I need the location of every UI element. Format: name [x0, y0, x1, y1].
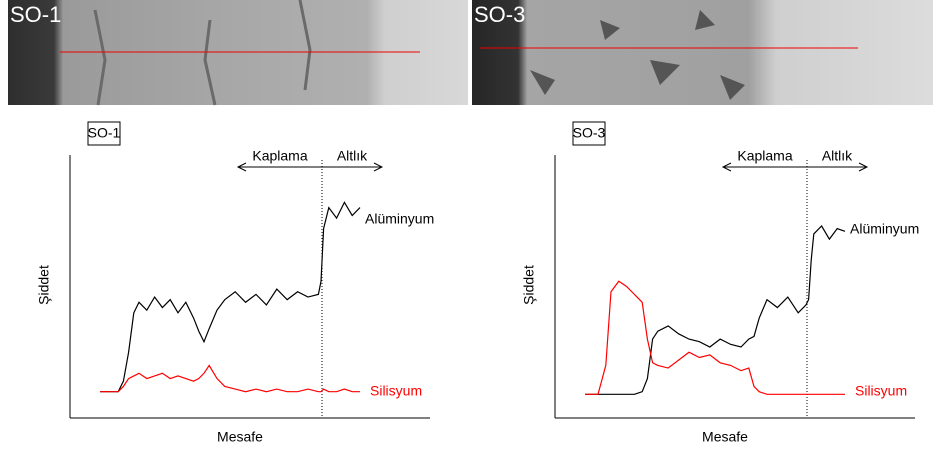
annotation: Altlık [337, 148, 368, 164]
chart-label: SO-1 [88, 125, 121, 141]
annotation: Altlık [822, 148, 853, 164]
annotation: Kaplama [252, 148, 307, 164]
arrow [807, 162, 869, 172]
chart-label: SO-3 [573, 125, 606, 141]
profile-line [585, 280, 845, 395]
series-label: Alüminyum [850, 221, 919, 237]
profile-line [100, 364, 360, 393]
label-box [87, 121, 121, 146]
arrow [721, 162, 807, 172]
micrograph-left: SO-1 [8, 0, 468, 106]
x-axis-label: Mesafe [217, 429, 263, 445]
micrograph-right: SO-3 [472, 0, 933, 105]
annotation: Kaplama [737, 148, 792, 164]
profile-line [585, 225, 846, 395]
image-label: SO-1 [10, 2, 61, 27]
profile-line [100, 201, 361, 393]
y-axis-label: Şiddet [521, 265, 537, 305]
image-label: SO-3 [474, 2, 525, 27]
arrow [322, 162, 384, 172]
series-label: Silisyum [370, 383, 422, 399]
series-label: Silisyum [855, 383, 907, 399]
y-axis-label: Şiddet [36, 265, 52, 305]
label-box [572, 121, 606, 146]
arrow [236, 162, 322, 172]
series-label: Alüminyum [365, 211, 434, 227]
x-axis-label: Mesafe [702, 429, 748, 445]
